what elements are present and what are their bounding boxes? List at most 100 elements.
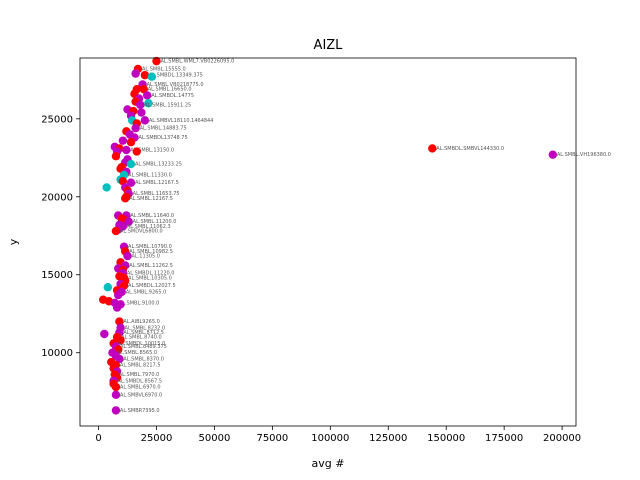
x-tick-label: 125000 [369,433,407,444]
point-label: AL.SMBL.11653.75 [133,191,180,197]
point-label: AL.SMBDL.SMBVL144330.0 [436,146,504,152]
point-label: AL.SMBL.9265.0 [126,289,167,295]
point-label: AL.AIBL9265.0 [123,319,159,325]
point-label: AL.SMBL.15555.0 [142,66,186,72]
data-point [140,70,150,80]
data-point [147,72,157,81]
point-label: AL.SMBDL.13349.375 [149,73,203,79]
point-label: AL.SMBL.8370.0 [123,356,164,362]
chart-title: AIZL [314,38,344,53]
data-point [100,329,109,339]
point-label: AL.SMBL.16650.0 [148,87,192,93]
point-label: AL.SMBDL.14775 [151,93,194,99]
point-label: AL.SMBL.11062.3 [127,224,171,230]
data-point [136,100,145,109]
point-label: AL.SMBL.VH196380.0 [557,152,611,158]
point-label: AL.SMBL.VB0218775.0 [147,82,204,88]
point-label: AL.SMBL.10790.0 [128,244,172,250]
point-label: AL.SMBL.13233.25 [135,162,182,168]
point-label: AL.SMBL.11330.0 [128,172,172,178]
point-label: AL.SMBL.8489.375 [120,344,167,350]
data-point [111,406,121,415]
data-point [112,303,122,312]
x-tick-label: 100000 [311,433,349,444]
data-point [120,194,130,203]
point-label: AL.SMBDL13748.75 [138,135,187,141]
x-tick-label: 50000 [199,433,231,444]
point-label: AL.SMBL.9100.0 [119,300,160,306]
data-point [131,69,140,78]
data-point [131,123,140,133]
point-label: AL.SMDVL6800.0 [120,229,163,235]
data-point [139,84,148,94]
point-label: AL.SMBDL.10015.0 [118,341,166,347]
y-tick-label: 20000 [41,192,73,203]
data-point [111,382,121,392]
point-label: AL.SMBL.10982.5 [129,249,173,255]
point-label: AL.SMBVL18110.1464844 [149,118,214,124]
data-point [114,290,123,300]
point-label: AL.SMBL.11262.5 [129,263,173,269]
data-point [126,138,136,147]
data-point [152,56,161,66]
point-label: AL.SMBL.11200.0 [133,219,177,225]
point-label: AL.SMBL.14883.75 [140,126,187,132]
point-label: AL.SMBDL.8567.5 [118,378,162,384]
point-label: AL.SMBL.13150.0 [130,148,174,154]
y-tick-label: 15000 [41,270,73,281]
data-point [118,136,128,145]
point-label: AL.SMBR7395.0 [120,408,160,414]
data-point [111,390,121,400]
x-tick-label: 175000 [485,433,523,444]
data-point [137,108,146,117]
point-label: AL.SMBL.8740.0 [121,335,162,341]
point-label: AL.SMBL.WML7.VB0226095.0 [160,59,234,65]
point-label: AL.SMBDL.11220.0 [127,271,175,277]
point-label: AL.SMBVL6970.0 [120,392,162,398]
plot-area: AL.SMBL.WML7.VB0226095.0AL.SMBL.15555.0A… [98,56,611,415]
point-label: AL.SMBL.8232.0 [125,325,166,331]
x-tick-label: 200000 [543,433,581,444]
data-point [103,283,113,292]
data-point [115,317,124,326]
data-point [116,336,125,345]
point-label: AL.SMBL.8217.5 [120,363,161,369]
point-label: AL.SMBL.12167.5 [129,196,173,202]
x-tick-label: 0 [95,433,101,444]
y-axis-label: y [7,238,20,245]
data-point [126,159,136,169]
data-point [124,217,133,226]
x-tick-label: 25000 [141,433,173,444]
data-point [111,152,121,161]
x-tick-label: 75000 [256,433,288,444]
data-point [126,178,136,187]
data-point [132,147,141,156]
data-point [122,145,131,155]
x-tick-label: 150000 [427,433,465,444]
data-point [115,354,124,364]
point-label: AL.SMBL.8565.0 [116,350,157,356]
point-label: AL.SMBL.7970.0 [119,372,160,378]
point-label: AL.SMBL.11640.0 [130,213,174,219]
data-point [143,91,152,100]
point-label: AL.SMBL.8712.5 [123,330,164,336]
x-axis-label: avg # [312,457,345,470]
data-point [428,144,437,153]
data-point [111,226,121,236]
y-tick-label: 25000 [41,114,73,125]
point-label: AL.SMBL.10305.0 [128,275,172,281]
point-label: AL.SMBL.6970.0 [120,385,161,391]
point-label: AL.SMBL.15911.25 [144,102,191,108]
y-tick-label: 10000 [41,348,73,359]
data-point [123,251,132,261]
data-point [102,183,111,192]
data-point [548,150,558,159]
plot-frame [79,57,577,427]
point-label: AL.SMBL.12167.5 [135,180,179,186]
data-point [144,99,153,108]
point-label: AL.SMBDL.12027.5 [128,283,176,289]
data-point [140,116,150,125]
point-label: AL.11305.0 [132,254,160,260]
